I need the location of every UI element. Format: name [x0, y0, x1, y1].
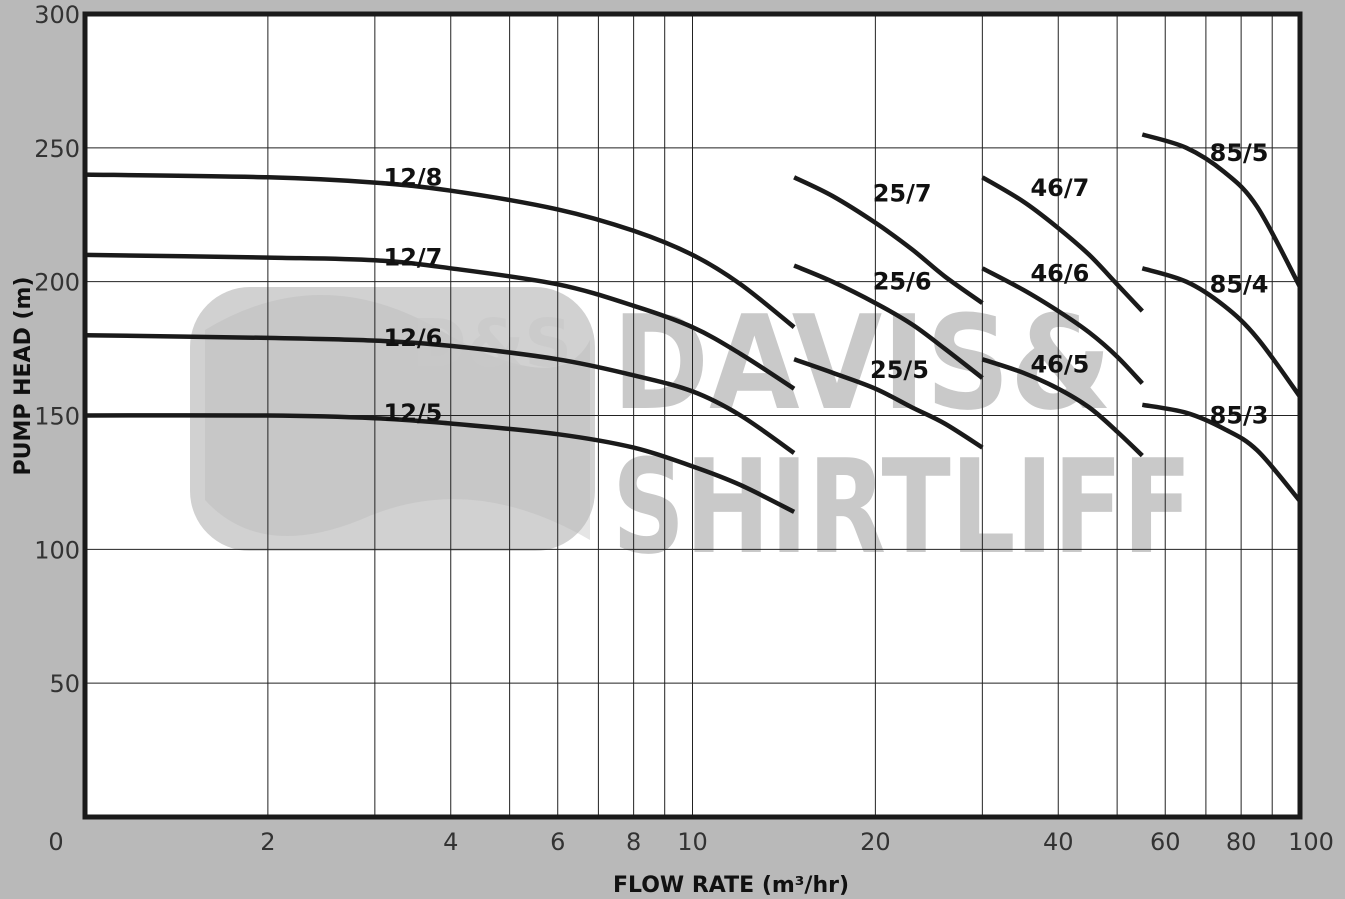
- pump-curve-85-4: [1141, 266, 1302, 399]
- curve-label-25-5: 25/5: [870, 356, 929, 384]
- curve-label-85-5: 85/5: [1210, 139, 1269, 167]
- grid-lines: [85, 14, 1300, 817]
- curve-label-46-7: 46/7: [1030, 174, 1089, 202]
- curve-label-25-7: 25/7: [873, 179, 932, 207]
- pump-curve-85-3: [1141, 402, 1302, 503]
- y-tick-label: 250: [34, 135, 80, 163]
- pump-curve-85-5: [1141, 132, 1302, 289]
- y-tick-label: 200: [34, 269, 80, 297]
- curve-label-12-5: 12/5: [384, 399, 443, 427]
- x-tick-label: 80: [1226, 828, 1257, 856]
- pump-curve-25-7: [793, 175, 984, 305]
- x-tick-label: 40: [1043, 828, 1074, 856]
- watermark-brand-line-2: SHIRTLIFF: [612, 431, 1192, 583]
- pump-curve-12-6: [84, 332, 796, 455]
- pump-curve-25-5: [793, 357, 984, 450]
- curve-label-25-6: 25/6: [873, 268, 932, 296]
- y-tick-label: 50: [49, 670, 80, 698]
- pump-curves: [84, 132, 1302, 514]
- x-tick-label: 10: [677, 828, 708, 856]
- x-tick-label: 2: [260, 828, 275, 856]
- curve-label-12-6: 12/6: [384, 324, 443, 352]
- pump-curve-25-6: [793, 263, 984, 380]
- x-tick-labels: 0 2 4 6 8 10 20 40 60 80 100: [48, 828, 1334, 856]
- pump-curve-46-5: [981, 357, 1144, 458]
- x-tick-label: 4: [443, 828, 458, 856]
- curve-label-12-8: 12/8: [384, 163, 443, 191]
- pump-curve-12-7: [84, 252, 796, 391]
- y-tick-label: 300: [34, 1, 80, 29]
- curve-label-46-5: 46/5: [1030, 351, 1089, 379]
- y-tick-label: 150: [34, 403, 80, 431]
- y-axis-title: PUMP HEAD (m): [11, 276, 36, 475]
- y-tick-label: 100: [34, 536, 80, 564]
- curve-label-85-3: 85/3: [1210, 402, 1269, 430]
- curve-label-12-7: 12/7: [384, 244, 443, 272]
- x-tick-label: 60: [1150, 828, 1181, 856]
- curve-labels: 12/8 12/7 12/6 12/5 25/7 25/6 25/5 46/7 46/6 46/5…: [384, 139, 1269, 429]
- x-axis-title: FLOW RATE (m³/hr): [613, 873, 849, 898]
- watermark-brand-line-1: DAVIS&: [612, 287, 1112, 439]
- x-tick-label: 100: [1288, 828, 1334, 856]
- pump-curve-46-7: [981, 175, 1144, 313]
- x-tick-label: 0: [48, 828, 63, 856]
- pump-curve-12-5: [84, 413, 796, 514]
- curve-label-46-6: 46/6: [1030, 260, 1089, 288]
- pump-curve-46-6: [981, 266, 1144, 385]
- y-tick-labels: 50 100 150 200 250 300: [34, 1, 80, 698]
- pump-curve-12-8: [84, 172, 796, 329]
- watermark: D&S DAVIS& SHIRTLIFF: [190, 287, 1192, 583]
- x-tick-label: 8: [626, 828, 641, 856]
- x-tick-label: 20: [860, 828, 891, 856]
- curve-label-85-4: 85/4: [1210, 270, 1269, 298]
- x-tick-label: 6: [550, 828, 565, 856]
